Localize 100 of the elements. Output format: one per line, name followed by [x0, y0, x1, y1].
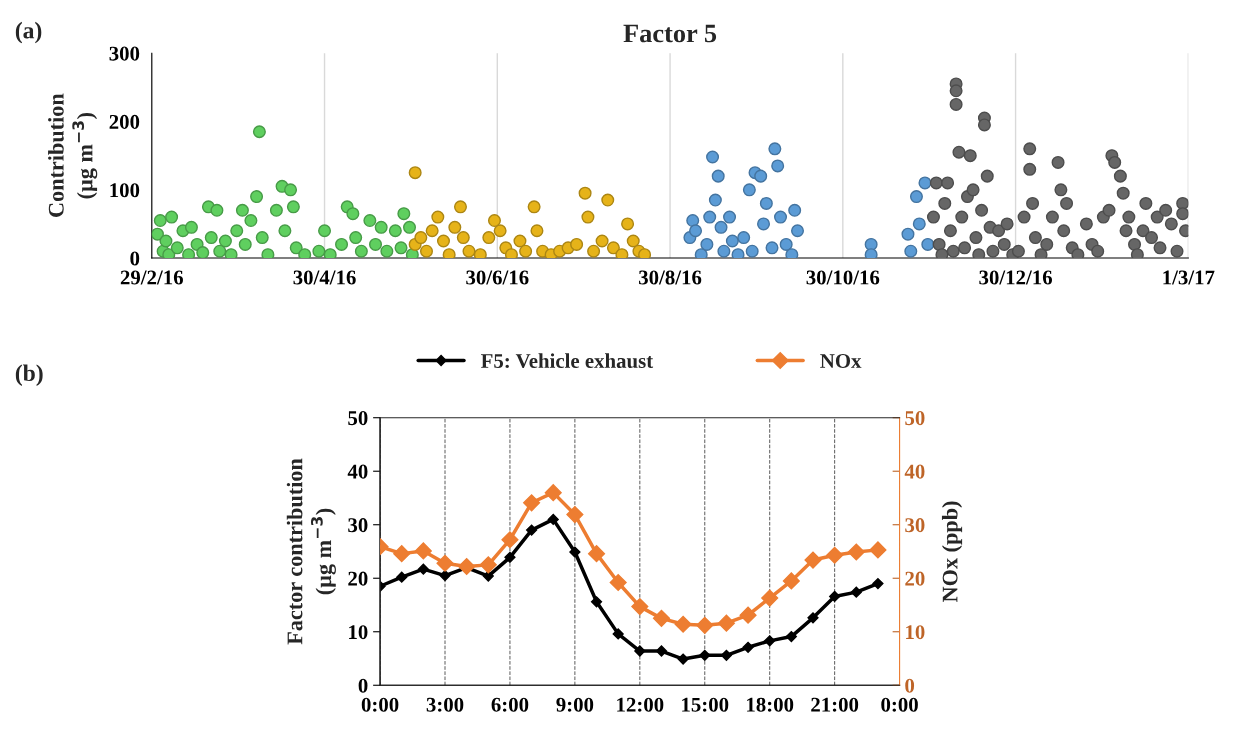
point — [587, 545, 606, 563]
point — [346, 207, 360, 221]
point — [530, 224, 544, 238]
x-tick-label: 30/4/16 — [293, 270, 356, 285]
y2-tick-label: 50 — [905, 411, 925, 426]
point — [165, 210, 179, 224]
point — [396, 571, 408, 583]
point — [278, 224, 292, 238]
point — [696, 616, 714, 634]
point — [393, 545, 411, 563]
point — [153, 214, 167, 228]
point — [323, 248, 337, 259]
point — [456, 231, 470, 245]
y2-tick-label: 10 — [906, 625, 925, 640]
point — [717, 614, 735, 632]
point — [230, 224, 244, 238]
point — [621, 217, 635, 231]
point — [349, 231, 363, 245]
point — [674, 615, 692, 633]
point — [826, 546, 844, 564]
point — [725, 234, 739, 248]
point — [170, 241, 184, 255]
point — [436, 554, 454, 572]
point — [284, 183, 298, 197]
point — [442, 248, 456, 259]
point — [403, 220, 417, 234]
point — [513, 234, 527, 248]
y-tick-label: 10 — [349, 625, 368, 640]
x-tick-label: 21:00 — [811, 697, 859, 712]
point — [869, 541, 887, 559]
point — [601, 193, 615, 207]
point — [298, 248, 312, 259]
point — [482, 231, 496, 245]
point — [408, 166, 422, 180]
y-tick-label: 100 — [110, 183, 140, 198]
point — [785, 630, 797, 643]
y-axis-title: Factor contribution (µg m$^{−3}$) — [286, 458, 336, 645]
x-tick-label: 12:00 — [617, 697, 664, 712]
point — [261, 248, 275, 259]
y2-tick-label: 0 — [905, 678, 915, 693]
point — [235, 203, 249, 217]
point — [737, 231, 751, 245]
point — [374, 220, 388, 234]
point — [706, 150, 720, 164]
y2-tick-label: 30 — [905, 518, 925, 533]
point — [708, 193, 722, 207]
y-tick-label: 200 — [109, 114, 140, 129]
point — [479, 556, 497, 574]
point — [694, 248, 708, 259]
x-tick-label: 29/2/16 — [120, 270, 183, 285]
point — [686, 214, 700, 228]
x-tick-label: 30/10/16 — [806, 270, 880, 285]
point — [286, 200, 300, 214]
point — [335, 237, 349, 251]
point — [768, 142, 782, 156]
legend-label: F5: Vehicle exhaust — [481, 353, 654, 369]
point — [615, 248, 629, 259]
x-tick-label: 1/3/17 — [1163, 270, 1215, 285]
y-tick-label: 50 — [348, 411, 368, 426]
chart-title: Factor 5 — [623, 24, 717, 43]
point — [250, 190, 264, 204]
point — [462, 244, 476, 258]
point — [458, 557, 476, 576]
point — [238, 237, 252, 251]
point — [904, 244, 918, 258]
point — [405, 248, 419, 259]
point — [182, 248, 196, 259]
point — [689, 224, 703, 238]
point — [739, 606, 757, 624]
point — [196, 246, 210, 259]
point — [638, 248, 652, 259]
point — [527, 200, 541, 214]
point — [742, 641, 754, 653]
x-tick-label: 9:00 — [556, 697, 594, 712]
point — [417, 563, 429, 575]
point — [631, 598, 649, 616]
point — [224, 248, 238, 259]
point — [519, 244, 533, 258]
point — [204, 231, 218, 245]
point — [570, 237, 584, 251]
point — [700, 237, 714, 251]
point — [634, 645, 646, 657]
point — [703, 210, 717, 224]
point — [448, 220, 462, 234]
point — [569, 546, 581, 558]
point — [714, 220, 728, 234]
point — [847, 543, 865, 561]
point — [757, 217, 771, 231]
point — [771, 159, 785, 173]
point — [717, 244, 731, 258]
point — [566, 506, 584, 524]
x-tick-label: 15:00 — [682, 697, 729, 712]
point — [487, 214, 501, 228]
point — [754, 169, 768, 183]
point — [901, 227, 915, 241]
point — [504, 551, 516, 563]
y-tick-label: 40 — [347, 464, 368, 479]
x-tick-label: 30/6/16 — [466, 270, 529, 285]
point — [578, 186, 592, 200]
point — [269, 203, 283, 217]
